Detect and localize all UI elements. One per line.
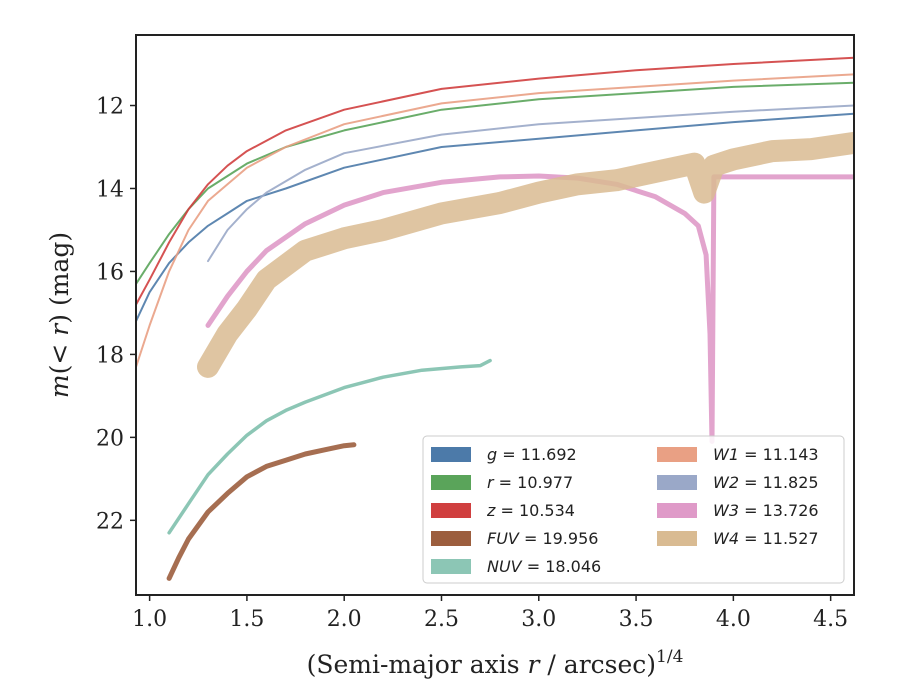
legend-swatch-r	[431, 475, 471, 490]
legend-swatch-w4	[657, 531, 697, 546]
y-tick-label: 12	[96, 95, 124, 120]
legend-label-nuv: NUV = 18.046	[487, 557, 601, 576]
series-line-w4	[197, 131, 854, 378]
series-layer	[136, 56, 854, 581]
x-tick-label: 3.0	[521, 607, 556, 632]
x-tick-label: 2.0	[327, 607, 362, 632]
legend: g = 11.692 r = 10.977 z = 10.534 FUV = 19.9…	[422, 435, 845, 584]
legend-label-w3: W3 = 13.726	[713, 501, 819, 520]
series-line-fuv	[166, 442, 357, 581]
legend-label-w1: W1 = 11.143	[713, 445, 819, 464]
x-tick-label: 1.5	[229, 607, 264, 632]
series-line-z	[136, 56, 854, 306]
y-tick-label: 14	[96, 177, 124, 202]
legend-swatch-w2	[657, 475, 697, 490]
legend-label-w2: W2 = 11.825	[713, 473, 819, 492]
y-axis-title: m(< r) (mag)	[45, 232, 74, 398]
y-tick-label: 22	[96, 509, 124, 534]
legend-swatch-fuv	[431, 531, 471, 546]
legend-swatch-z	[431, 503, 471, 518]
plot-frame	[135, 34, 855, 596]
legend-label-g: g = 11.692	[487, 445, 577, 464]
series-line-nuv	[167, 358, 492, 535]
x-tick-label: 3.5	[619, 607, 654, 632]
legend-label-r: r = 10.977	[487, 473, 573, 492]
x-tick-label: 2.5	[424, 607, 459, 632]
legend-swatch-w3	[657, 503, 697, 518]
legend-swatch-g	[431, 447, 471, 462]
y-tick-label: 18	[96, 343, 124, 368]
x-tick-label: 4.0	[716, 607, 751, 632]
legend-label-z: z = 10.534	[486, 501, 575, 520]
legend-label-w4: W4 = 11.527	[713, 529, 819, 548]
legend-swatch-w1	[657, 447, 697, 462]
x-tick-label: 4.5	[813, 607, 848, 632]
y-tick-label: 20	[96, 426, 124, 451]
series-line-w1	[136, 73, 854, 368]
legend-swatch-nuv	[431, 559, 471, 574]
series-line-g	[136, 112, 854, 323]
legend-box	[422, 435, 845, 584]
x-axis-title: (Semi-major axis r / arcsec)1/4	[307, 647, 684, 679]
series-line-r	[136, 81, 854, 285]
legend-label-fuv: FUV = 19.956	[487, 529, 598, 548]
ticks-layer: 1.0 1.5 2.0 2.5 3.0 3.5 4.0 4.5 12 14 16 18 20 22	[96, 95, 848, 632]
series-line-w2	[207, 104, 854, 263]
x-tick-label: 1.0	[132, 607, 167, 632]
y-tick-label: 16	[96, 260, 124, 285]
